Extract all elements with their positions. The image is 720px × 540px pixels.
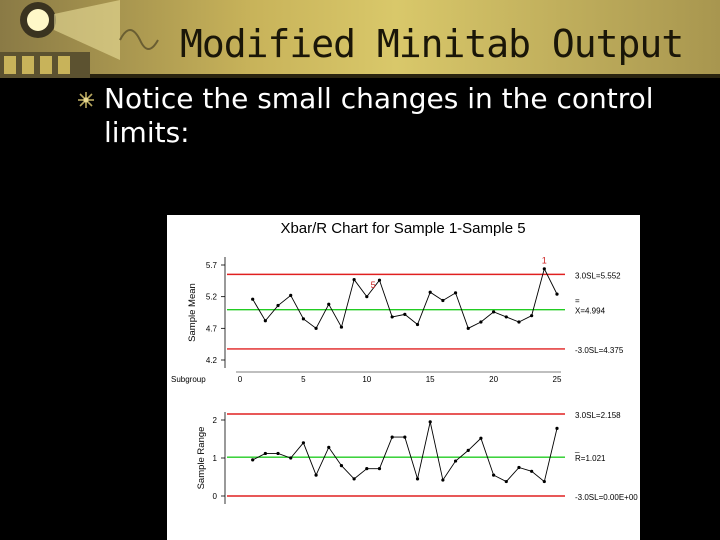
- data-point: [466, 448, 470, 452]
- y-tick-label: 2: [213, 416, 218, 425]
- data-point: [555, 426, 559, 430]
- x-axis-label: Subgroup: [171, 375, 206, 384]
- data-point: [403, 435, 407, 439]
- x-tick-label: 5: [301, 375, 306, 384]
- y-tick-label: 1: [213, 454, 218, 463]
- y-axis-label: Sample Range: [196, 427, 207, 490]
- data-point: [542, 479, 546, 484]
- data-point: [251, 297, 255, 301]
- data-point: [263, 451, 267, 456]
- y-tick-label: 5.7: [206, 261, 218, 270]
- lcl-label: -3.0SL=4.375: [575, 346, 624, 355]
- data-point: [289, 456, 293, 460]
- slide-title: Modified Minitab Output: [180, 22, 684, 66]
- data-point: [492, 473, 496, 477]
- header-divider: [0, 74, 720, 78]
- y-tick-label: 4.7: [206, 324, 218, 333]
- data-point: [289, 293, 293, 297]
- data-point: [263, 319, 267, 323]
- x-tick-label: 10: [362, 375, 371, 384]
- series-line-1: [252, 421, 558, 483]
- data-point: [415, 322, 420, 327]
- center-label-bar: _: [574, 444, 580, 453]
- data-point: [314, 326, 318, 330]
- y-tick-label: 0: [213, 492, 218, 501]
- data-point: [428, 420, 432, 424]
- data-point: [403, 312, 407, 316]
- data-point: [415, 477, 420, 481]
- lcl-label: -3.0SL=0.00E+00: [575, 493, 638, 502]
- series-line-0: [252, 267, 558, 330]
- x-tick-label: 20: [489, 375, 498, 384]
- data-point: [251, 458, 255, 462]
- data-point: [339, 464, 344, 468]
- x-tick-label: 0: [238, 375, 243, 384]
- data-point: [530, 314, 534, 318]
- flag-label: 5: [371, 280, 376, 290]
- data-point: [377, 467, 382, 471]
- film-spotlight-icon: [0, 0, 159, 78]
- data-point: [504, 315, 508, 319]
- data-point: [504, 479, 508, 484]
- data-point: [453, 459, 458, 463]
- data-point: [301, 441, 305, 445]
- flag-label: 1: [542, 256, 547, 266]
- center-label: X=4.994: [575, 307, 606, 316]
- ucl-label: 3.0SL=5.552: [575, 271, 621, 280]
- data-point: [453, 291, 458, 295]
- data-point: [466, 326, 470, 330]
- x-tick-label: 25: [553, 375, 562, 384]
- y-tick-label: 5.2: [206, 293, 218, 302]
- data-point: [441, 298, 445, 303]
- y-tick-label: 4.2: [206, 356, 218, 365]
- chart-svg: Xbar/R Chart for Sample 1-Sample 5 5.7 5.2…: [171, 220, 638, 504]
- center-label-bar: =: [575, 297, 580, 306]
- data-point: [479, 436, 483, 440]
- data-point: [492, 310, 496, 314]
- data-point: [301, 317, 305, 321]
- data-point: [428, 290, 432, 294]
- data-point: [542, 267, 546, 271]
- data-point: [441, 478, 445, 482]
- data-point: [314, 473, 318, 477]
- data-point: [390, 315, 394, 319]
- data-point: [555, 292, 559, 296]
- data-point: [517, 320, 521, 324]
- data-point: [390, 435, 394, 439]
- chart-title: Xbar/R Chart for Sample 1-Sample 5: [280, 220, 525, 237]
- data-point: [530, 469, 534, 473]
- xbar-r-chart: Xbar/R Chart for Sample 1-Sample 5 5.7 5.2…: [167, 215, 640, 540]
- data-point: [377, 278, 382, 282]
- starburst-bullet-icon: [78, 92, 94, 108]
- data-point: [479, 320, 483, 324]
- data-point: [276, 303, 280, 308]
- data-point: [365, 467, 369, 471]
- bullet-text: Notice the small changes in the control …: [104, 82, 654, 149]
- y-axis-label: Sample Mean: [187, 283, 198, 342]
- data-point: [352, 277, 356, 282]
- data-point: [352, 477, 356, 481]
- ucl-label: 3.0SL=2.158: [575, 411, 621, 420]
- data-point: [339, 325, 344, 329]
- data-point: [365, 295, 369, 299]
- data-point: [327, 445, 331, 449]
- data-point: [327, 302, 331, 306]
- data-point: [517, 465, 521, 470]
- x-tick-label: 15: [426, 375, 435, 384]
- center-label: R=1.021: [575, 454, 606, 463]
- data-point: [276, 451, 280, 456]
